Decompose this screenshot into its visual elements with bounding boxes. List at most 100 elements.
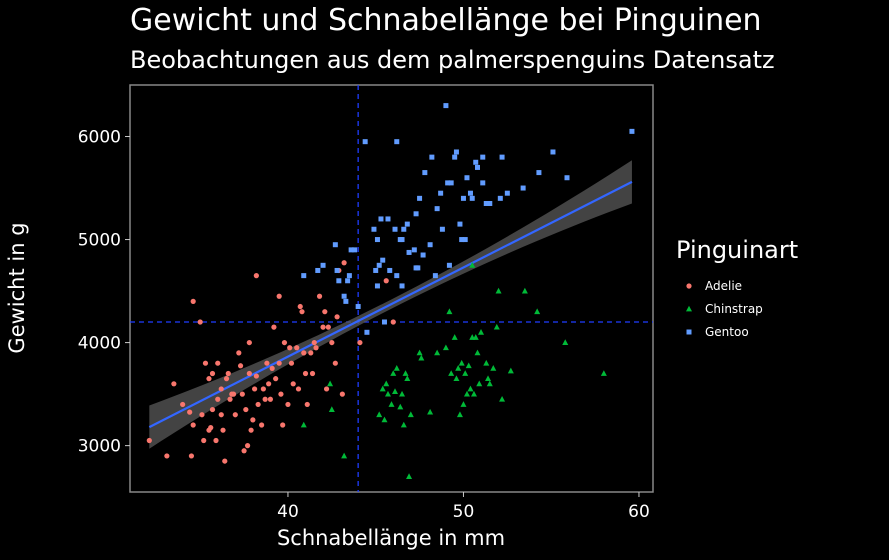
point-gentoo [429,154,435,160]
point-gentoo [504,190,510,196]
point-gentoo [315,267,321,273]
point-chinstrap [442,344,449,351]
point-adelie [297,303,303,310]
point-chinstrap [407,411,414,418]
point-adelie [295,386,302,392]
point-chinstrap [388,401,395,407]
point-gentoo [457,221,463,227]
point-gentoo [460,195,466,201]
y-tick-label: 4000 [78,334,121,354]
point-chinstrap [384,390,391,397]
point-adelie [383,278,389,284]
point-adelie [246,339,252,346]
point-adelie [252,386,258,392]
point-chinstrap [495,287,502,294]
point-gentoo [413,211,419,217]
point-chinstrap [476,380,483,387]
point-adelie [294,345,300,351]
point-adelie [209,370,216,377]
y-tick-label: 6000 [78,128,121,148]
point-adelie [223,376,230,382]
point-chinstrap [453,375,460,382]
point-adelie [280,422,286,428]
point-adelie [171,381,177,387]
point-chinstrap [381,416,388,423]
point-adelie [250,417,256,423]
point-chinstrap [455,365,462,371]
point-gentoo [385,216,391,222]
plot-panel [129,84,654,493]
point-chinstrap [499,395,506,402]
point-gentoo [417,195,423,201]
point-chinstrap [328,406,335,412]
points-layer [146,103,635,479]
x-tick-label: 50 [453,502,475,522]
point-adelie [241,448,247,454]
point-chinstrap [485,375,492,382]
point-gentoo [469,195,475,201]
point-adelie [253,373,259,379]
point-adelie [332,360,338,366]
point-chinstrap [521,287,528,294]
point-adelie [164,453,170,459]
point-chinstrap [383,380,390,387]
point-gentoo [422,170,428,176]
point-chinstrap [486,380,493,387]
point-gentoo [443,103,449,109]
point-adelie [230,391,237,397]
point-adelie [209,406,216,413]
point-chinstrap [400,421,407,428]
point-chinstrap [406,473,413,479]
point-gentoo [373,267,379,273]
point-gentoo [520,185,526,191]
point-adelie [213,437,219,444]
point-chinstrap [470,390,477,397]
point-gentoo [462,237,468,243]
point-adelie [334,314,340,320]
point-adelie [260,386,266,392]
point-adelie [236,350,242,356]
point-gentoo [376,262,382,268]
point-adelie [276,293,282,299]
point-gentoo [432,273,438,279]
point-gentoo [499,154,505,160]
chart-subtitle: Beobachtungen aus dem palmerspenguins Da… [130,46,775,74]
legend-label-adelie: Adelie [705,279,742,293]
point-gentoo [336,278,342,284]
point-gentoo [399,283,405,289]
point-gentoo [411,247,417,253]
point-adelie [266,381,272,387]
point-chinstrap [402,370,409,376]
point-gentoo [320,262,326,268]
point-adelie [304,401,310,408]
point-chinstrap [404,375,411,382]
point-adelie [243,406,249,413]
x-axis-label: Schnabellänge in mm [277,526,505,550]
point-adelie [329,339,335,346]
legend-title: Pinguinart [676,236,798,264]
point-adelie [215,360,221,366]
point-chinstrap [469,262,476,268]
point-gentoo [448,180,454,186]
point-gentoo [427,242,433,248]
point-chinstrap [463,390,470,397]
point-chinstrap [456,411,463,418]
point-adelie [341,260,347,266]
point-chinstrap [451,334,458,340]
point-adelie [267,396,274,402]
point-adelie [188,453,195,459]
point-gentoo [355,304,361,310]
point-gentoo [487,200,493,206]
point-chinstrap [462,370,469,376]
point-adelie [290,381,296,387]
point-adelie [285,401,291,408]
point-adelie [244,443,251,449]
point-adelie [259,422,265,428]
point-adelie [225,370,231,377]
point-adelie [218,386,224,392]
point-adelie [308,350,314,356]
point-adelie [313,345,319,351]
point-adelie [262,396,268,402]
point-gentoo [387,267,393,273]
point-adelie [322,309,328,315]
